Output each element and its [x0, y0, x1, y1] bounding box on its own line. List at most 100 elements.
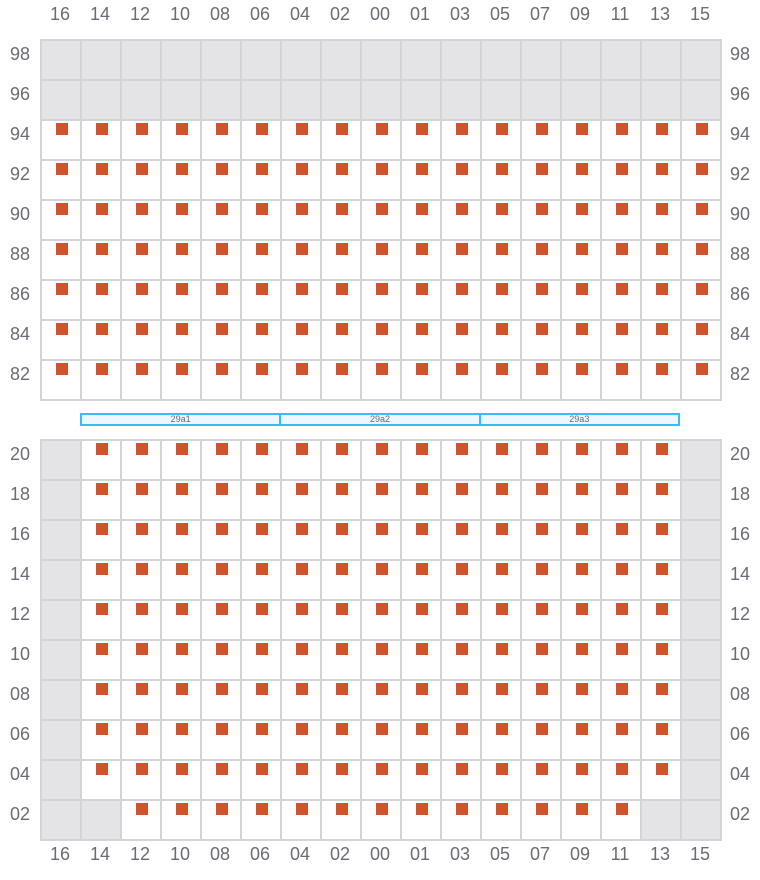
seat-marker[interactable]	[296, 683, 308, 695]
seat-marker[interactable]	[376, 283, 388, 295]
seat-marker[interactable]	[216, 163, 228, 175]
seat-marker[interactable]	[296, 483, 308, 495]
seat-marker[interactable]	[176, 603, 188, 615]
seat-marker[interactable]	[536, 163, 548, 175]
seat-marker[interactable]	[536, 643, 548, 655]
seat-marker[interactable]	[416, 803, 428, 815]
seat-marker[interactable]	[96, 363, 108, 375]
seat-marker[interactable]	[656, 563, 668, 575]
seat-marker[interactable]	[416, 323, 428, 335]
seat-marker[interactable]	[456, 723, 468, 735]
seat-marker[interactable]	[376, 603, 388, 615]
seat-marker[interactable]	[576, 123, 588, 135]
seat-marker[interactable]	[576, 163, 588, 175]
seat-marker[interactable]	[216, 643, 228, 655]
seat-marker[interactable]	[176, 803, 188, 815]
seat-marker[interactable]	[96, 603, 108, 615]
seat-marker[interactable]	[216, 443, 228, 455]
seat-marker[interactable]	[496, 483, 508, 495]
seat-marker[interactable]	[256, 643, 268, 655]
seat-marker[interactable]	[376, 683, 388, 695]
seat-marker[interactable]	[376, 803, 388, 815]
seat-marker[interactable]	[216, 363, 228, 375]
seat-marker[interactable]	[456, 443, 468, 455]
seat-marker[interactable]	[336, 363, 348, 375]
seat-marker[interactable]	[136, 723, 148, 735]
seat-marker[interactable]	[256, 243, 268, 255]
seat-marker[interactable]	[536, 763, 548, 775]
seat-marker[interactable]	[56, 203, 68, 215]
seat-marker[interactable]	[576, 443, 588, 455]
seat-marker[interactable]	[376, 243, 388, 255]
seat-marker[interactable]	[256, 123, 268, 135]
seat-marker[interactable]	[256, 483, 268, 495]
seat-marker[interactable]	[416, 723, 428, 735]
seat-marker[interactable]	[376, 123, 388, 135]
seat-marker[interactable]	[296, 723, 308, 735]
seat-marker[interactable]	[496, 283, 508, 295]
seat-marker[interactable]	[296, 323, 308, 335]
seat-marker[interactable]	[656, 723, 668, 735]
seat-marker[interactable]	[96, 763, 108, 775]
seat-marker[interactable]	[416, 523, 428, 535]
seat-marker[interactable]	[136, 363, 148, 375]
seat-marker[interactable]	[96, 443, 108, 455]
seat-marker[interactable]	[336, 123, 348, 135]
seat-marker[interactable]	[696, 323, 708, 335]
seat-marker[interactable]	[336, 203, 348, 215]
seat-marker[interactable]	[256, 803, 268, 815]
seat-marker[interactable]	[56, 363, 68, 375]
seat-marker[interactable]	[616, 603, 628, 615]
seat-marker[interactable]	[136, 483, 148, 495]
seat-marker[interactable]	[416, 483, 428, 495]
seat-marker[interactable]	[576, 803, 588, 815]
seat-marker[interactable]	[136, 163, 148, 175]
seat-marker[interactable]	[336, 643, 348, 655]
seat-marker[interactable]	[96, 683, 108, 695]
seat-marker[interactable]	[536, 443, 548, 455]
seat-marker[interactable]	[616, 683, 628, 695]
seat-marker[interactable]	[576, 203, 588, 215]
seat-marker[interactable]	[376, 483, 388, 495]
seat-marker[interactable]	[576, 563, 588, 575]
seat-marker[interactable]	[256, 163, 268, 175]
seat-marker[interactable]	[536, 683, 548, 695]
seat-marker[interactable]	[496, 603, 508, 615]
seat-marker[interactable]	[656, 603, 668, 615]
seat-marker[interactable]	[416, 563, 428, 575]
seat-marker[interactable]	[616, 803, 628, 815]
seat-marker[interactable]	[336, 323, 348, 335]
seat-marker[interactable]	[496, 563, 508, 575]
seat-marker[interactable]	[656, 523, 668, 535]
seat-marker[interactable]	[56, 123, 68, 135]
seat-marker[interactable]	[496, 523, 508, 535]
seat-marker[interactable]	[336, 803, 348, 815]
seat-marker[interactable]	[536, 203, 548, 215]
seat-marker[interactable]	[176, 283, 188, 295]
seat-marker[interactable]	[536, 323, 548, 335]
seat-marker[interactable]	[536, 483, 548, 495]
seat-marker[interactable]	[136, 803, 148, 815]
seat-marker[interactable]	[496, 803, 508, 815]
seat-marker[interactable]	[616, 723, 628, 735]
seat-marker[interactable]	[696, 123, 708, 135]
seat-marker[interactable]	[376, 563, 388, 575]
seat-marker[interactable]	[656, 123, 668, 135]
seat-marker[interactable]	[256, 363, 268, 375]
seat-marker[interactable]	[136, 203, 148, 215]
seat-marker[interactable]	[536, 723, 548, 735]
seat-marker[interactable]	[496, 163, 508, 175]
seat-marker[interactable]	[576, 363, 588, 375]
seat-marker[interactable]	[136, 523, 148, 535]
seat-marker[interactable]	[456, 363, 468, 375]
seat-marker[interactable]	[496, 123, 508, 135]
seat-marker[interactable]	[96, 243, 108, 255]
seat-marker[interactable]	[216, 483, 228, 495]
seat-marker[interactable]	[616, 163, 628, 175]
seat-marker[interactable]	[576, 243, 588, 255]
seat-marker[interactable]	[376, 523, 388, 535]
seat-marker[interactable]	[656, 203, 668, 215]
seat-marker[interactable]	[136, 563, 148, 575]
seat-marker[interactable]	[576, 763, 588, 775]
seat-marker[interactable]	[176, 763, 188, 775]
